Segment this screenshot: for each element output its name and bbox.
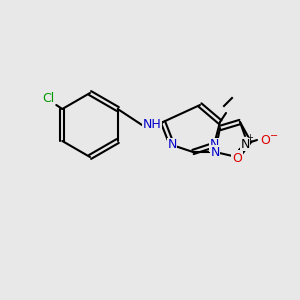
Text: N: N [167,139,177,152]
Text: O: O [232,152,242,164]
Text: N: N [240,137,250,151]
Text: N: N [210,146,220,158]
Text: +: + [247,134,254,142]
Text: O: O [260,134,270,146]
Text: Cl: Cl [42,92,54,106]
Text: −: − [270,131,278,141]
Text: N: N [209,139,219,152]
Text: NH: NH [142,118,161,131]
Text: N: N [232,151,242,164]
